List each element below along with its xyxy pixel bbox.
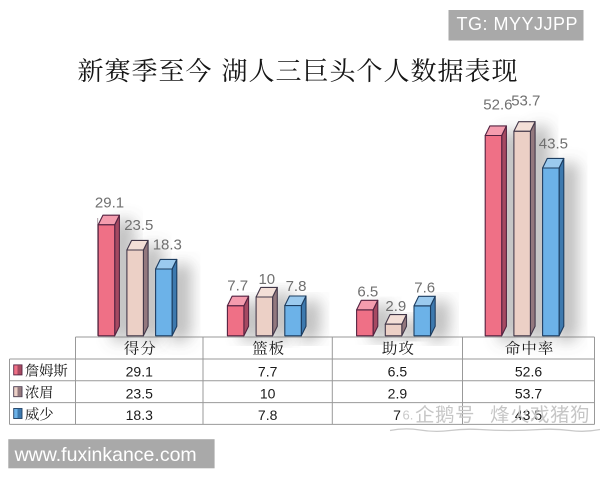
- svg-text:53.7: 53.7: [511, 93, 540, 110]
- svg-text:7.7: 7.7: [258, 364, 278, 380]
- svg-text:6.: 6.: [403, 408, 414, 423]
- svg-text:23.5: 23.5: [124, 217, 153, 234]
- svg-text:6.5: 6.5: [388, 364, 408, 380]
- svg-text:7.7: 7.7: [227, 278, 248, 295]
- svg-text:TG: MYYJJPP: TG: MYYJJPP: [457, 14, 579, 34]
- svg-text:53.7: 53.7: [515, 385, 542, 401]
- svg-text:10: 10: [258, 271, 275, 288]
- svg-text:7: 7: [393, 407, 401, 423]
- svg-text:52.6: 52.6: [483, 97, 512, 114]
- svg-text:43.5: 43.5: [515, 407, 542, 423]
- svg-text:7.8: 7.8: [258, 407, 278, 423]
- svg-text:29.1: 29.1: [126, 364, 153, 380]
- svg-text:2.9: 2.9: [385, 298, 406, 315]
- svg-text:www.fuxinkance.com: www.fuxinkance.com: [14, 444, 197, 466]
- svg-text:23.5: 23.5: [126, 385, 153, 401]
- svg-text:10: 10: [260, 385, 276, 401]
- svg-text:18.3: 18.3: [153, 237, 182, 254]
- svg-text:52.6: 52.6: [515, 364, 542, 380]
- svg-text:43.5: 43.5: [539, 136, 568, 153]
- svg-text:7.6: 7.6: [414, 279, 435, 296]
- svg-text:7.8: 7.8: [286, 278, 307, 295]
- svg-text:29.1: 29.1: [95, 195, 124, 212]
- svg-text:2.9: 2.9: [388, 385, 408, 401]
- svg-text:18.3: 18.3: [126, 407, 153, 423]
- svg-text:6.5: 6.5: [357, 283, 378, 300]
